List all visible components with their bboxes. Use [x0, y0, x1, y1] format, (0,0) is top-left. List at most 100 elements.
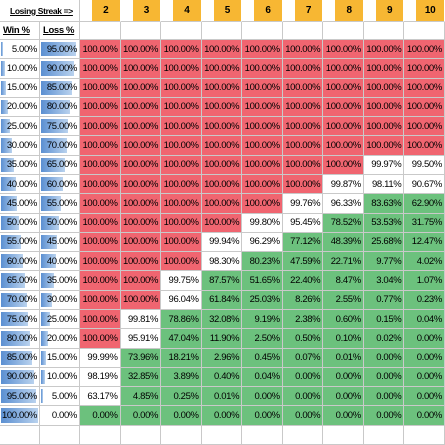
probability-cell[interactable]: 100.00%	[80, 174, 121, 195]
probability-cell[interactable]: 98.30%	[201, 252, 243, 272]
probability-cell[interactable]: 83.63%	[363, 194, 405, 214]
probability-cell[interactable]: 100.00%	[120, 78, 162, 98]
probability-cell[interactable]: 0.00%	[323, 367, 364, 388]
probability-cell[interactable]: 25.03%	[242, 290, 283, 310]
probability-cell[interactable]: 100.00%	[80, 290, 121, 310]
probability-cell[interactable]: 100.00%	[363, 117, 405, 137]
probability-cell[interactable]: 99.81%	[120, 309, 162, 330]
probability-cell[interactable]: 100.00%	[80, 155, 121, 175]
loss-pct-cell[interactable]: 55.00%	[40, 194, 80, 214]
probability-cell[interactable]: 100.00%	[161, 174, 202, 195]
probability-cell[interactable]: 0.04%	[242, 367, 283, 388]
probability-cell[interactable]: 100.00%	[161, 117, 202, 137]
probability-cell[interactable]: 100.00%	[201, 136, 243, 156]
probability-cell[interactable]: 78.86%	[161, 309, 202, 330]
loss-pct-cell[interactable]: 0.00%	[40, 406, 80, 426]
probability-cell[interactable]: 0.01%	[323, 348, 364, 368]
probability-cell[interactable]: 0.00%	[404, 406, 445, 426]
probability-cell[interactable]: 100.00%	[201, 40, 243, 60]
probability-cell[interactable]: 0.00%	[404, 329, 445, 349]
win-pct-cell[interactable]: 80.00%	[0, 329, 40, 349]
probability-cell[interactable]: 80.23%	[242, 252, 283, 272]
loss-pct-cell[interactable]: 70.00%	[40, 136, 80, 156]
probability-cell[interactable]: 32.08%	[201, 309, 243, 330]
probability-cell[interactable]: 87.57%	[201, 271, 243, 291]
probability-cell[interactable]: 100.00%	[161, 194, 202, 214]
probability-cell[interactable]: 100.00%	[282, 40, 324, 60]
probability-cell[interactable]: 100.00%	[161, 232, 202, 253]
probability-cell[interactable]: 100.00%	[80, 194, 121, 214]
probability-cell[interactable]: 96.33%	[323, 194, 364, 214]
probability-cell[interactable]: 8.47%	[323, 271, 364, 291]
probability-cell[interactable]: 0.15%	[363, 309, 405, 330]
probability-cell[interactable]: 0.01%	[201, 387, 243, 407]
probability-cell[interactable]: 3.04%	[363, 271, 405, 291]
loss-pct-cell[interactable]: 80.00%	[40, 97, 80, 118]
probability-cell[interactable]: 100.00%	[120, 252, 162, 272]
probability-cell[interactable]: 100.00%	[201, 117, 243, 137]
win-pct-cell[interactable]: 5.00%	[0, 40, 40, 60]
probability-cell[interactable]: 51.65%	[242, 271, 283, 291]
loss-pct-cell[interactable]: 25.00%	[40, 309, 80, 330]
streak-header-7[interactable]: 7	[282, 0, 324, 22]
probability-cell[interactable]: 53.53%	[363, 213, 405, 233]
probability-cell[interactable]: 100.00%	[161, 59, 202, 79]
probability-cell[interactable]: 99.75%	[161, 271, 202, 291]
probability-cell[interactable]: 4.02%	[404, 252, 445, 272]
streak-header-4[interactable]: 4	[161, 0, 202, 22]
streak-header-9[interactable]: 9	[363, 0, 405, 22]
probability-cell[interactable]: 100.00%	[363, 136, 405, 156]
win-pct-cell[interactable]: 35.00%	[0, 155, 40, 175]
probability-cell[interactable]: 100.00%	[201, 97, 243, 118]
probability-cell[interactable]: 100.00%	[282, 136, 324, 156]
probability-cell[interactable]: 99.99%	[80, 348, 121, 368]
probability-cell[interactable]: 63.17%	[80, 387, 121, 407]
probability-cell[interactable]: 100.00%	[404, 136, 445, 156]
probability-cell[interactable]: 0.00%	[120, 406, 162, 426]
probability-cell[interactable]: 100.00%	[242, 136, 283, 156]
probability-cell[interactable]: 96.04%	[161, 290, 202, 310]
loss-pct-cell[interactable]: 5.00%	[40, 387, 80, 407]
probability-cell[interactable]: 100.00%	[363, 59, 405, 79]
probability-cell[interactable]: 0.10%	[323, 329, 364, 349]
probability-cell[interactable]: 100.00%	[323, 40, 364, 60]
probability-cell[interactable]: 8.26%	[282, 290, 324, 310]
probability-cell[interactable]: 31.75%	[404, 213, 445, 233]
probability-cell[interactable]: 100.00%	[242, 194, 283, 214]
probability-cell[interactable]: 2.50%	[242, 329, 283, 349]
probability-cell[interactable]: 100.00%	[80, 78, 121, 98]
streak-header-2[interactable]: 2	[80, 0, 121, 22]
probability-cell[interactable]: 73.96%	[120, 348, 162, 368]
probability-cell[interactable]: 100.00%	[282, 97, 324, 118]
win-pct-cell[interactable]: 65.00%	[0, 271, 40, 291]
probability-cell[interactable]: 47.59%	[282, 252, 324, 272]
probability-cell[interactable]: 9.19%	[242, 309, 283, 330]
probability-cell[interactable]: 100.00%	[323, 117, 364, 137]
win-pct-cell[interactable]: 25.00%	[0, 117, 40, 137]
probability-cell[interactable]: 100.00%	[242, 59, 283, 79]
loss-pct-cell[interactable]: 65.00%	[40, 155, 80, 175]
win-pct-cell[interactable]: 70.00%	[0, 290, 40, 310]
probability-cell[interactable]: 100.00%	[120, 271, 162, 291]
probability-cell[interactable]: 100.00%	[323, 97, 364, 118]
loss-pct-cell[interactable]: 10.00%	[40, 367, 80, 388]
probability-cell[interactable]: 95.91%	[120, 329, 162, 349]
probability-cell[interactable]: 3.89%	[161, 367, 202, 388]
probability-cell[interactable]: 0.25%	[161, 387, 202, 407]
loss-pct-cell[interactable]: 75.00%	[40, 117, 80, 137]
probability-cell[interactable]: 100.00%	[161, 213, 202, 233]
probability-cell[interactable]: 100.00%	[161, 252, 202, 272]
probability-cell[interactable]: 100.00%	[120, 232, 162, 253]
win-pct-cell[interactable]: 75.00%	[0, 309, 40, 330]
probability-cell[interactable]: 100.00%	[242, 97, 283, 118]
win-pct-cell[interactable]: 90.00%	[0, 367, 40, 388]
probability-cell[interactable]: 100.00%	[120, 155, 162, 175]
loss-pct-cell[interactable]: 15.00%	[40, 348, 80, 368]
probability-cell[interactable]: 100.00%	[80, 329, 121, 349]
probability-cell[interactable]: 0.00%	[404, 348, 445, 368]
probability-cell[interactable]: 100.00%	[363, 40, 405, 60]
probability-cell[interactable]: 100.00%	[363, 97, 405, 118]
streak-header-3[interactable]: 3	[120, 0, 162, 22]
probability-cell[interactable]: 0.00%	[242, 387, 283, 407]
loss-pct-cell[interactable]: 60.00%	[40, 174, 80, 195]
